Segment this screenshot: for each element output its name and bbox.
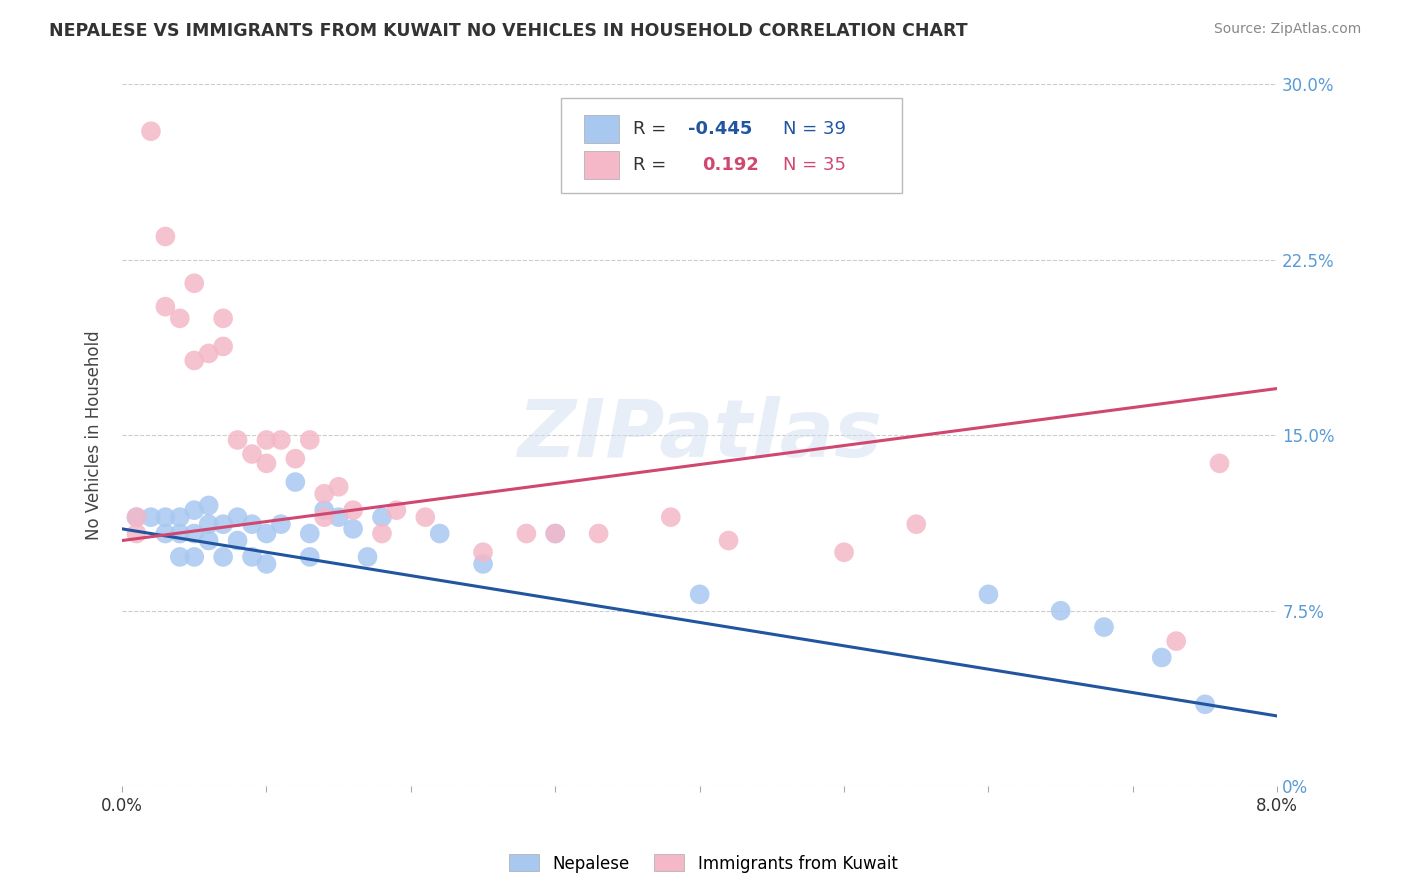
Y-axis label: No Vehicles in Household: No Vehicles in Household — [86, 330, 103, 540]
Point — [183, 353, 205, 368]
Point — [429, 526, 451, 541]
Point — [1092, 620, 1115, 634]
Point — [298, 526, 321, 541]
Point — [413, 510, 436, 524]
Point — [342, 522, 364, 536]
Point — [342, 503, 364, 517]
Point — [155, 510, 177, 524]
Point — [588, 526, 610, 541]
FancyBboxPatch shape — [561, 98, 901, 194]
Point — [183, 526, 205, 541]
Point — [1049, 604, 1071, 618]
Text: R =: R = — [633, 156, 672, 174]
Text: Source: ZipAtlas.com: Source: ZipAtlas.com — [1213, 22, 1361, 37]
Text: N = 39: N = 39 — [783, 120, 846, 137]
Point — [169, 549, 191, 564]
Point — [212, 311, 235, 326]
Point — [1194, 698, 1216, 712]
Point — [905, 517, 928, 532]
Point — [314, 487, 336, 501]
Point — [328, 480, 350, 494]
Point — [544, 526, 567, 541]
Point — [284, 451, 307, 466]
Point — [1150, 650, 1173, 665]
Point — [212, 339, 235, 353]
Point — [183, 277, 205, 291]
Point — [125, 526, 148, 541]
Point — [212, 517, 235, 532]
Point — [197, 517, 219, 532]
Text: ZIPatlas: ZIPatlas — [517, 396, 882, 475]
Point — [544, 526, 567, 541]
Text: N = 35: N = 35 — [783, 156, 846, 174]
Point — [155, 526, 177, 541]
Point — [226, 533, 249, 548]
Text: 0.192: 0.192 — [702, 156, 759, 174]
Point — [298, 433, 321, 447]
Point — [356, 549, 378, 564]
Point — [155, 300, 177, 314]
Point — [197, 346, 219, 360]
Point — [314, 510, 336, 524]
Point — [1166, 634, 1188, 648]
Point — [169, 311, 191, 326]
Point — [977, 587, 1000, 601]
Point — [256, 526, 278, 541]
Point — [169, 510, 191, 524]
Legend: Nepalese, Immigrants from Kuwait: Nepalese, Immigrants from Kuwait — [502, 847, 904, 880]
Point — [125, 510, 148, 524]
Point — [270, 517, 292, 532]
Point — [298, 549, 321, 564]
Text: R =: R = — [633, 120, 672, 137]
Bar — [583, 151, 619, 179]
Point — [183, 549, 205, 564]
Point — [139, 124, 162, 138]
Point — [371, 526, 394, 541]
Point — [832, 545, 855, 559]
Point — [256, 433, 278, 447]
Point — [169, 526, 191, 541]
Point — [139, 510, 162, 524]
Text: -0.445: -0.445 — [688, 120, 752, 137]
Bar — [583, 114, 619, 143]
Point — [659, 510, 682, 524]
Point — [371, 510, 394, 524]
Point — [226, 510, 249, 524]
Point — [125, 510, 148, 524]
Point — [270, 433, 292, 447]
Point — [284, 475, 307, 489]
Text: NEPALESE VS IMMIGRANTS FROM KUWAIT NO VEHICLES IN HOUSEHOLD CORRELATION CHART: NEPALESE VS IMMIGRANTS FROM KUWAIT NO VE… — [49, 22, 967, 40]
Point — [328, 510, 350, 524]
Point — [472, 557, 495, 571]
Point — [256, 557, 278, 571]
Point — [717, 533, 740, 548]
Point — [212, 549, 235, 564]
Point — [155, 229, 177, 244]
Point — [385, 503, 408, 517]
Point — [314, 503, 336, 517]
Point — [515, 526, 537, 541]
Point — [472, 545, 495, 559]
Point — [240, 447, 263, 461]
Point — [256, 456, 278, 470]
Point — [197, 533, 219, 548]
Point — [240, 517, 263, 532]
Point — [197, 499, 219, 513]
Point — [240, 549, 263, 564]
Point — [1208, 456, 1230, 470]
Point — [183, 503, 205, 517]
Point — [226, 433, 249, 447]
Point — [689, 587, 711, 601]
